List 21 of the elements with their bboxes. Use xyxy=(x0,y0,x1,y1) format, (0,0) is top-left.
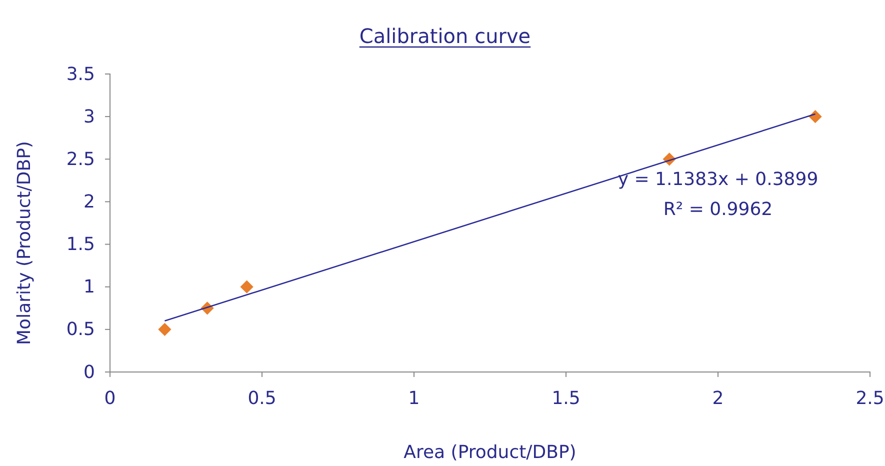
y-axis-title: Molarity (Product/DBP) xyxy=(14,141,35,345)
y-tick-label: 0.5 xyxy=(66,319,95,340)
annotation: R² = 0.9962 xyxy=(663,199,773,220)
chart-title: Calibration curve xyxy=(359,24,531,48)
x-axis-title: Area (Product/DBP) xyxy=(404,442,576,463)
y-tick-label: 0 xyxy=(84,362,95,383)
x-tick-label: 1.5 xyxy=(552,388,580,409)
y-tick-label: 3.5 xyxy=(66,64,95,85)
point xyxy=(240,280,254,294)
x-tick-label: 1 xyxy=(408,388,420,409)
x-tick-label: 0 xyxy=(104,388,116,409)
annotation: y = 1.1383x + 0.3899 xyxy=(618,169,818,190)
y-tick-label: 2 xyxy=(84,191,95,212)
x-tick-label: 2 xyxy=(712,388,724,409)
y-tick-label: 1.5 xyxy=(66,234,95,256)
y-tick-label: 1 xyxy=(84,276,95,298)
x-tick-label: 0.5 xyxy=(248,388,276,409)
y-tick-label: 3 xyxy=(84,106,95,128)
x-tick-label: 2.5 xyxy=(856,388,884,409)
point xyxy=(158,322,172,336)
y-tick-label: 2.5 xyxy=(66,148,95,170)
